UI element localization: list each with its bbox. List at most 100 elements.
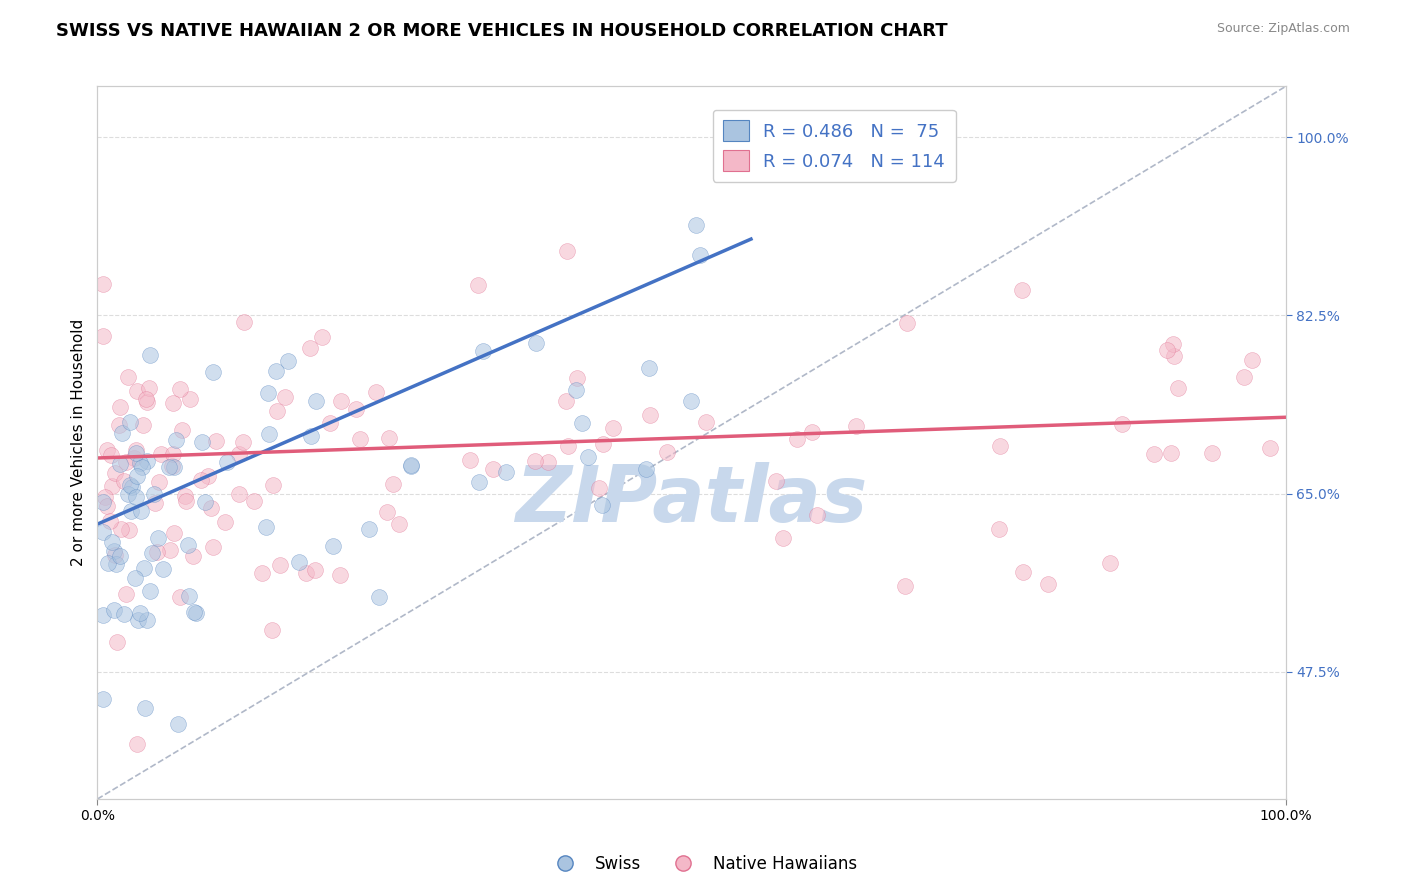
Point (112, 474, 135, 488)
Y-axis label: 2 or more Vehicles in Household: 2 or more Vehicles in Household (72, 319, 86, 566)
Point (174, 494, 197, 508)
Point (377, 505, 399, 519)
Point (344, 402, 367, 417)
Point (305, 394, 328, 409)
Point (695, 415, 717, 429)
Text: Source: ZipAtlas.com: Source: ZipAtlas.com (1216, 22, 1350, 36)
Point (243, 493, 266, 508)
Point (689, 248, 711, 262)
Point (110, 401, 132, 415)
Point (765, 474, 787, 488)
Point (786, 432, 808, 446)
Point (257, 385, 280, 400)
Point (299, 429, 322, 443)
Point (228, 447, 250, 461)
Point (1240, 352, 1263, 367)
Point (124, 490, 146, 504)
Point (110, 549, 132, 564)
Point (96, 556, 118, 570)
Point (364, 385, 387, 400)
Point (1258, 442, 1281, 456)
Point (329, 394, 352, 409)
Point (105, 635, 128, 649)
Point (202, 364, 225, 378)
Point (232, 435, 254, 450)
Point (127, 737, 149, 751)
Point (103, 603, 125, 617)
Point (537, 455, 560, 469)
Point (896, 316, 918, 330)
Point (114, 455, 136, 469)
Point (523, 454, 546, 468)
Point (555, 393, 578, 408)
Point (214, 516, 236, 530)
Point (685, 218, 707, 232)
Point (135, 454, 157, 468)
Point (141, 546, 163, 560)
Point (266, 404, 288, 418)
Point (801, 425, 824, 439)
Point (772, 531, 794, 545)
Point (100, 535, 122, 549)
Point (138, 381, 160, 395)
Point (495, 465, 517, 479)
Point (96, 500, 118, 514)
Point (139, 348, 162, 362)
Point (134, 700, 156, 714)
Point (288, 556, 311, 570)
Point (146, 531, 169, 545)
Point (274, 390, 297, 404)
Point (100, 514, 122, 528)
Point (91, 495, 114, 509)
Point (988, 439, 1011, 453)
Point (634, 462, 657, 476)
Point (179, 392, 201, 407)
Point (1038, 577, 1060, 591)
Point (118, 523, 141, 537)
Point (190, 474, 212, 488)
Point (165, 434, 187, 448)
Point (458, 453, 481, 467)
Point (557, 439, 579, 453)
Point (1011, 283, 1033, 297)
Point (1233, 370, 1256, 384)
Point (576, 450, 599, 464)
Point (232, 315, 254, 329)
Point (152, 561, 174, 575)
Point (163, 526, 186, 541)
Point (128, 613, 150, 627)
Point (481, 462, 503, 476)
Point (186, 607, 208, 621)
Point (105, 558, 128, 572)
Point (299, 341, 322, 355)
Point (565, 371, 588, 385)
Point (1161, 336, 1184, 351)
Point (329, 568, 352, 582)
Point (135, 392, 157, 406)
Point (183, 549, 205, 564)
Point (110, 426, 132, 441)
Point (377, 431, 399, 445)
Point (148, 475, 170, 490)
Point (103, 543, 125, 558)
Point (120, 504, 142, 518)
Point (681, 393, 703, 408)
Point (162, 396, 184, 410)
Point (167, 717, 190, 731)
Point (129, 606, 152, 620)
Point (146, 545, 169, 559)
Point (200, 500, 222, 515)
Point (806, 508, 828, 523)
Point (277, 354, 299, 368)
Point (295, 566, 318, 580)
Point (101, 479, 124, 493)
Point (96, 443, 118, 458)
Point (565, 383, 588, 397)
Point (91, 607, 114, 622)
Point (94, 490, 117, 504)
Point (264, 364, 287, 378)
Point (254, 520, 277, 534)
Point (1156, 343, 1178, 357)
Point (592, 437, 614, 451)
Point (197, 468, 219, 483)
